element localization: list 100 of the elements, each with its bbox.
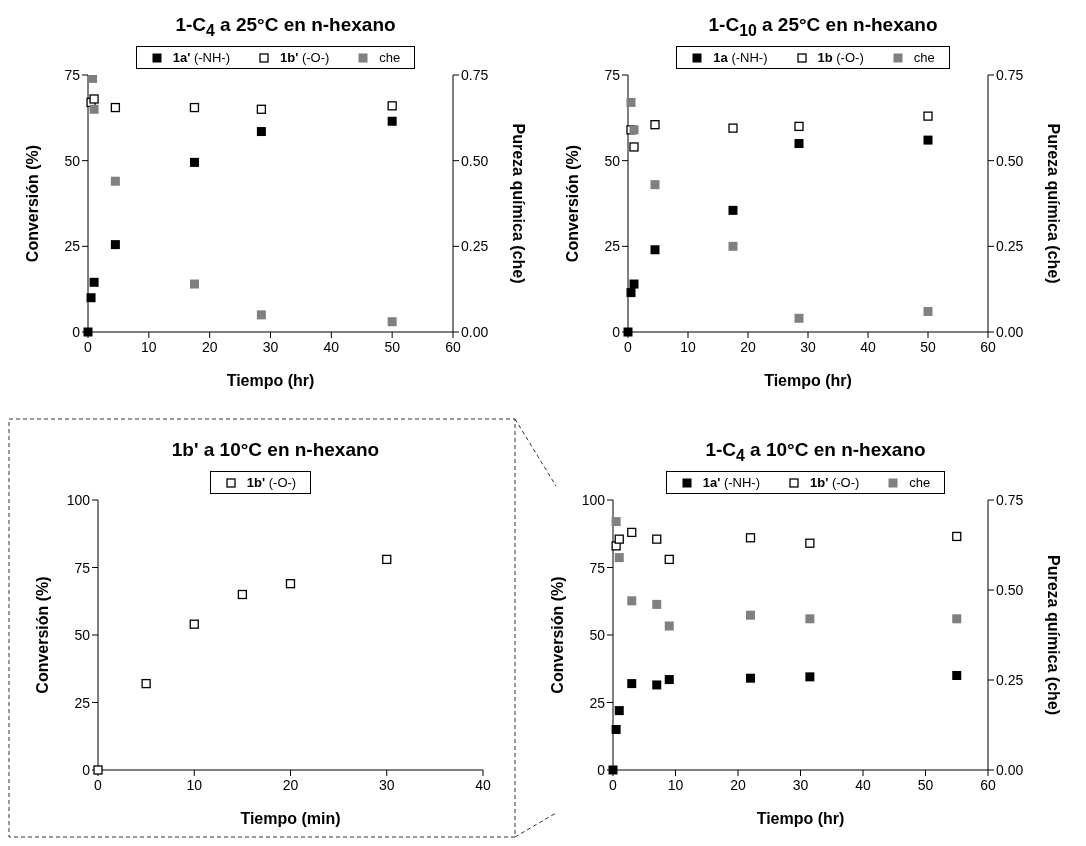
y2-tick-label: 0.75 — [461, 67, 489, 83]
y2-axis-title: Pureza química (che) — [510, 123, 528, 284]
point — [805, 538, 815, 548]
y2-tick-label: 0.25 — [996, 672, 1024, 688]
y-tick-label: 100 — [66, 492, 91, 508]
point — [794, 121, 804, 132]
y-tick-label: 50 — [604, 152, 621, 169]
point — [88, 75, 98, 83]
x-tick-label: 30 — [792, 777, 809, 793]
y2-tick-label: 0.00 — [996, 324, 1024, 340]
x-axis-title: Tiempo (hr) — [756, 810, 845, 827]
y-axis-title: Conversión (%) — [563, 144, 581, 263]
y-tick-label: 0 — [72, 324, 81, 340]
point — [611, 517, 621, 527]
y-tick-label: 0 — [82, 762, 91, 778]
point — [189, 279, 199, 289]
y-tick-label: 25 — [604, 238, 621, 255]
x-tick-label: 40 — [860, 339, 876, 355]
x-tick-label: 20 — [201, 339, 218, 355]
point — [794, 313, 804, 323]
point — [614, 706, 624, 716]
point — [89, 94, 99, 104]
point — [626, 97, 636, 107]
point — [652, 534, 662, 544]
legend-label: 1a (-NH-) — [713, 50, 768, 65]
point — [285, 579, 296, 589]
x-tick-label: 40 — [855, 777, 871, 793]
y2-tick-label: 0.50 — [996, 582, 1024, 598]
point — [387, 317, 397, 327]
x-tick-label: 60 — [445, 339, 461, 355]
chart-title: 1-C$_{4}$ a 25°C en n-hexano — [174, 13, 397, 41]
x-tick-label: 50 — [917, 777, 934, 793]
point — [627, 596, 637, 606]
point — [86, 293, 96, 303]
point — [141, 678, 151, 689]
y2-tick-label: 0.50 — [461, 152, 489, 169]
point — [923, 135, 933, 145]
point — [89, 104, 99, 114]
point — [614, 553, 624, 563]
y-tick-label: 75 — [64, 67, 81, 83]
point — [746, 610, 755, 620]
point — [629, 279, 639, 289]
x-tick-label: 10 — [680, 339, 696, 355]
y-tick-label: 50 — [64, 152, 81, 169]
point — [629, 142, 639, 152]
point — [805, 614, 815, 624]
y-axis-title: Conversión (%) — [23, 144, 41, 263]
y2-tick-label: 0.75 — [996, 67, 1024, 83]
y2-tick-label: 0.50 — [996, 152, 1024, 169]
point — [652, 599, 662, 609]
point — [614, 534, 624, 544]
legend-label: 1b (-O-) — [817, 50, 864, 65]
point — [794, 139, 804, 149]
legend-label: che — [913, 50, 935, 65]
point — [728, 205, 738, 215]
legend-label: 1b' (-O-) — [280, 50, 330, 65]
chart-title: 1-C$_{4}$ a 10°C en n-hexano — [704, 438, 927, 466]
point — [952, 531, 962, 542]
point — [923, 111, 933, 121]
chart-title: 1b' a 10°C en n-hexano — [170, 438, 381, 462]
x-tick-label: 0 — [624, 339, 633, 355]
point — [745, 533, 756, 543]
y-tick-label: 50 — [74, 627, 91, 643]
legend-label: 1a' (-NH-) — [172, 50, 230, 65]
y-tick-label: 75 — [74, 559, 91, 576]
x-tick-label: 10 — [667, 777, 684, 793]
chart-title: 1-C$_{10}$ a 25°C en n-hexano — [707, 13, 939, 41]
x-tick-label: 20 — [740, 339, 756, 355]
y-tick-label: 25 — [64, 238, 81, 255]
legend-label: 1b' (-O-) — [810, 475, 860, 490]
point — [110, 176, 120, 186]
point — [256, 310, 266, 320]
x-axis-title: Tiempo (hr) — [764, 372, 852, 389]
y-tick-label: 25 — [74, 694, 91, 711]
x-tick-label: 20 — [730, 777, 746, 793]
legend-label: 1b' (-O-) — [246, 475, 297, 490]
y2-tick-label: 0.00 — [996, 762, 1024, 778]
y-tick-label: 75 — [604, 67, 621, 83]
y-tick-label: 25 — [589, 694, 606, 711]
y2-axis-title: Pureza química (che) — [1045, 123, 1063, 284]
point — [746, 673, 755, 683]
x-tick-label: 30 — [800, 339, 816, 355]
point — [110, 102, 121, 113]
y-tick-label: 0 — [612, 324, 621, 340]
y2-tick-label: 0.25 — [461, 238, 489, 255]
y-tick-label: 50 — [589, 627, 606, 643]
y2-tick-label: 0.25 — [996, 238, 1024, 255]
x-axis-title: Tiempo (min) — [240, 810, 341, 827]
y-axis-title: Conversión (%) — [33, 576, 51, 694]
x-tick-label: 60 — [980, 339, 996, 355]
point — [189, 157, 199, 167]
point — [387, 116, 397, 126]
y2-axis-title: Pureza química (che) — [1045, 554, 1063, 716]
x-tick-label: 10 — [186, 777, 203, 793]
point — [650, 180, 660, 190]
x-axis-title: Tiempo (hr) — [226, 372, 315, 389]
point — [923, 306, 933, 316]
point — [728, 123, 738, 133]
x-tick-label: 60 — [980, 777, 996, 793]
point — [664, 621, 674, 631]
